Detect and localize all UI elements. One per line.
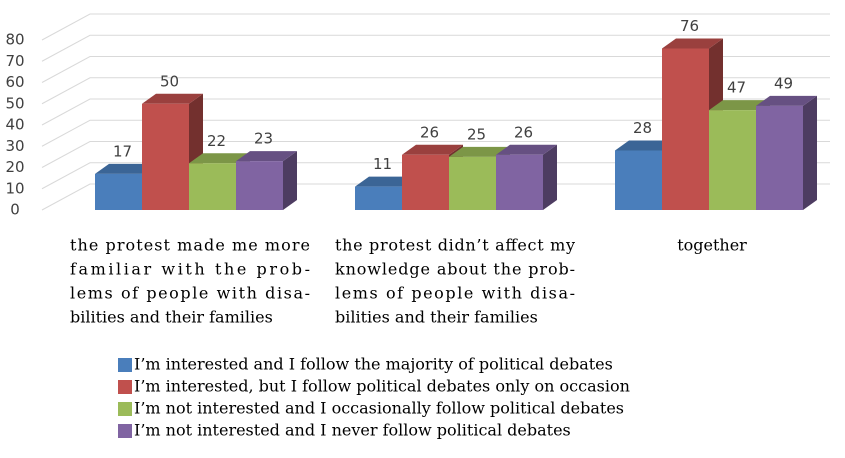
y-tick-label: 20 [5, 158, 24, 176]
legend-label: I’m not interested and I never follow po… [134, 421, 571, 440]
value-label: 17 [113, 142, 132, 160]
bar-top [355, 176, 416, 187]
legend-swatch [118, 380, 132, 394]
legend-label: I’m interested, but I follow political d… [134, 377, 630, 396]
x-tick-label: together [677, 236, 747, 255]
x-tick-label: the protest didn’t affect my [335, 236, 575, 255]
bar [402, 154, 449, 210]
bar-side [283, 151, 297, 210]
bar [709, 110, 756, 210]
bar-top [496, 144, 557, 155]
bar-top [402, 144, 463, 155]
y-tick-label: 30 [5, 137, 24, 155]
x-tick-label: the protest made me more [70, 236, 310, 255]
bar-top [189, 153, 250, 164]
y-tick-label: 0 [10, 201, 20, 219]
y-tick-label: 40 [5, 116, 24, 134]
value-label: 26 [514, 123, 533, 141]
bar [449, 156, 496, 210]
bar-top [615, 140, 676, 151]
legend-swatch [118, 358, 132, 372]
x-tick-label: familiar with the prob- [70, 260, 310, 279]
bar-top [662, 38, 723, 49]
grid-line [41, 162, 830, 190]
bar-top [449, 146, 510, 157]
y-tick-label: 70 [5, 52, 24, 70]
bar-top [756, 95, 817, 106]
bar [662, 48, 709, 210]
value-label: 50 [160, 72, 179, 90]
bar-top [95, 163, 156, 174]
bar [95, 173, 142, 210]
bar [756, 105, 803, 210]
grid-line [41, 34, 830, 62]
value-label: 49 [774, 74, 793, 92]
bar-side [543, 144, 557, 210]
value-label: 23 [254, 130, 273, 148]
value-label: 47 [727, 79, 746, 97]
value-label: 76 [680, 17, 699, 35]
value-label: 26 [420, 123, 439, 141]
x-tick-label: knowledge about the prob- [335, 260, 575, 279]
grid-line [41, 77, 830, 105]
grid-line [41, 98, 830, 126]
bar-top [142, 93, 203, 104]
bar [355, 186, 402, 210]
grid-line [41, 13, 830, 41]
legend-swatch [118, 424, 132, 438]
grid-line [41, 183, 830, 211]
x-tick-label: bilities and their families [70, 308, 273, 327]
legend-label: I’m interested and I follow the majority… [134, 355, 613, 374]
y-tick-label: 50 [5, 94, 24, 112]
bar [142, 103, 189, 210]
legend-label: I’m not interested and I occasionally fo… [134, 399, 624, 418]
grid-line [41, 56, 830, 83]
y-tick-label: 60 [5, 73, 24, 91]
x-tick-label: bilities and their families [335, 308, 538, 327]
bar [236, 161, 283, 210]
x-tick-label: lems of people with disa- [70, 284, 310, 303]
y-tick-label: 10 [5, 179, 24, 197]
x-tick-label: lems of people with disa- [335, 284, 575, 303]
bar [189, 163, 236, 210]
bar-side [803, 95, 817, 210]
bar [615, 150, 662, 210]
bar-top [236, 151, 297, 162]
bar [496, 154, 543, 210]
bar-top [709, 100, 770, 111]
value-label: 22 [207, 132, 226, 150]
grid-line [41, 141, 830, 168]
value-label: 25 [467, 125, 486, 143]
grid-line [41, 119, 830, 147]
legend-swatch [118, 402, 132, 416]
value-label: 28 [633, 119, 652, 137]
value-label: 11 [373, 155, 392, 173]
y-tick-label: 80 [5, 31, 24, 49]
